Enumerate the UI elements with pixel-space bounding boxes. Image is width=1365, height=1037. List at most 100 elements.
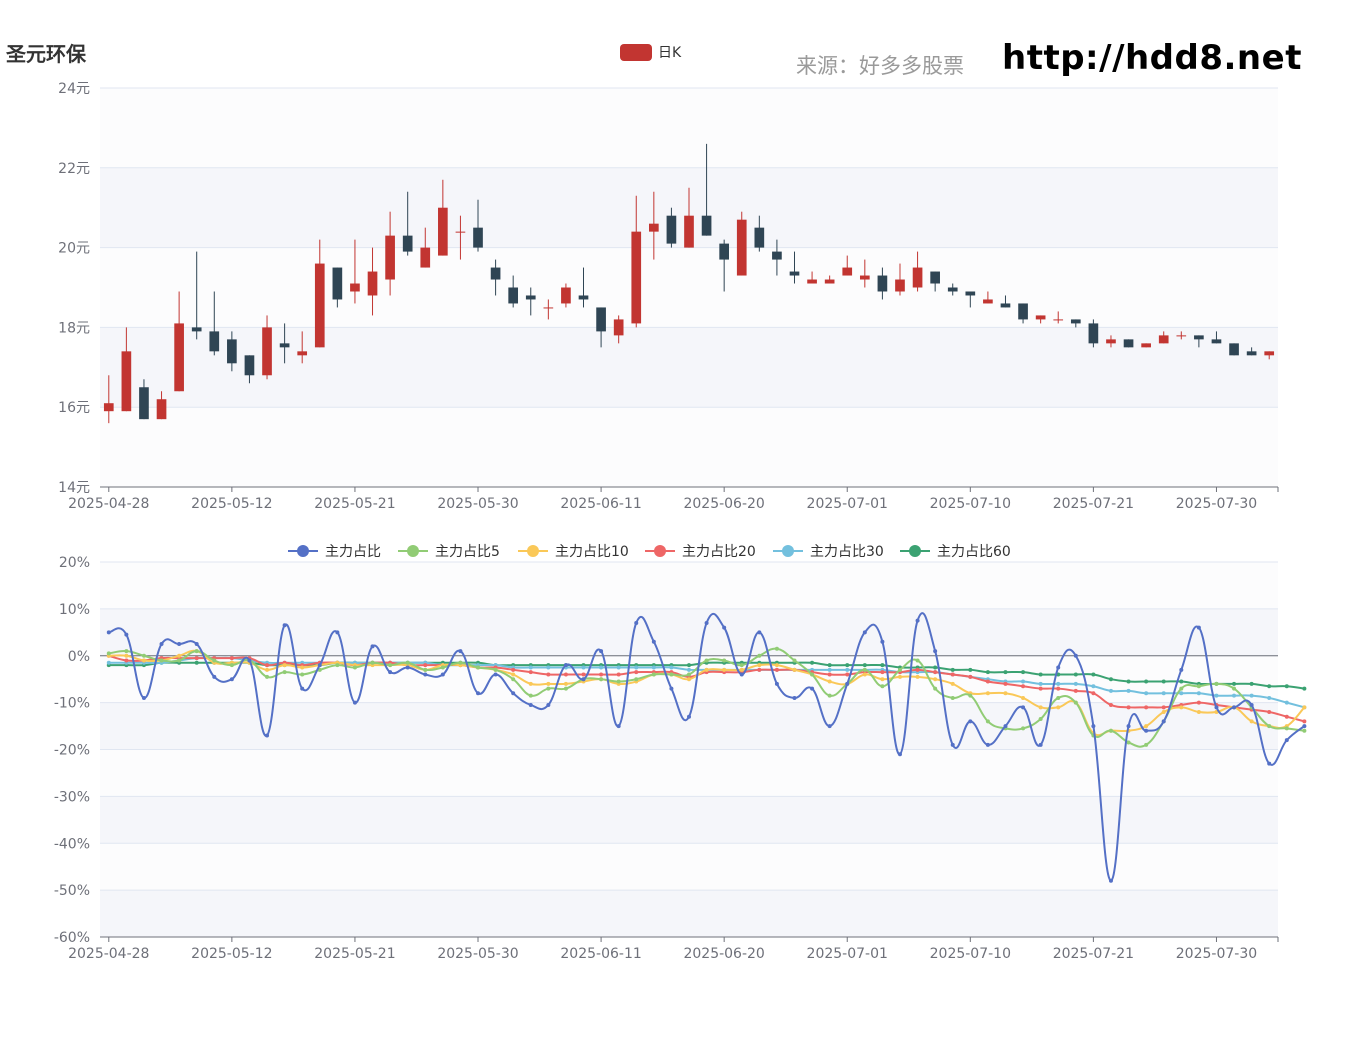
series-point: [616, 672, 621, 677]
series-point: [933, 670, 938, 675]
money-y-tick-label: -20%: [54, 743, 90, 759]
series-point: [915, 618, 920, 623]
series-point: [1161, 719, 1166, 724]
kline-x-tick-label: 2025-07-01: [807, 496, 888, 512]
series-point: [1179, 686, 1184, 691]
series-point: [229, 656, 234, 661]
series-point: [124, 653, 129, 658]
series-point: [880, 639, 885, 644]
series-point: [458, 649, 463, 654]
candle: [596, 307, 606, 348]
series-point: [282, 670, 287, 675]
candle-body: [912, 267, 923, 288]
candle-body: [191, 327, 202, 332]
series-point: [511, 672, 516, 677]
series-point: [968, 667, 973, 672]
series-point: [827, 672, 832, 677]
candle-body: [1264, 351, 1275, 356]
series-point: [1108, 688, 1113, 693]
series-point: [1073, 681, 1078, 686]
series-point: [511, 677, 516, 682]
kline-candles: [103, 143, 1275, 424]
candle: [1070, 319, 1081, 328]
money-band: [100, 749, 1278, 797]
series-point: [317, 663, 322, 668]
series-point: [194, 660, 199, 665]
series-point: [1196, 700, 1201, 705]
candle: [1264, 351, 1275, 360]
candle: [420, 227, 431, 268]
series-point: [159, 658, 164, 663]
legend-swatch-kline: [620, 44, 652, 61]
series-point: [757, 653, 762, 658]
series-point: [827, 724, 832, 729]
series-point: [599, 665, 604, 670]
money-x-tick-label: 2025-07-01: [807, 946, 888, 962]
series-point: [194, 656, 199, 661]
series-point: [141, 695, 146, 700]
candle-body: [596, 307, 606, 332]
series-point: [1267, 684, 1272, 689]
candle-body: [1123, 339, 1134, 348]
series-point: [423, 672, 428, 677]
candle: [578, 267, 589, 308]
candle: [684, 187, 694, 248]
kline-x-tick-label: 2025-06-11: [560, 496, 641, 512]
series-point: [1249, 719, 1254, 724]
series-point: [845, 663, 850, 668]
candle: [824, 275, 835, 284]
money-y-tick-label: -60%: [54, 930, 90, 946]
candle-body: [842, 267, 853, 276]
series-point: [862, 672, 867, 677]
kline-x-axis: 2025-04-28 2025-05-12 2025-05-21 2025-05-30…: [68, 486, 1279, 512]
series-point: [1284, 700, 1289, 705]
series-point: [581, 677, 586, 682]
candle-body: [121, 351, 132, 412]
candle: [895, 263, 905, 296]
series-point: [1214, 693, 1219, 698]
candle-body: [420, 247, 431, 268]
series-point: [774, 646, 779, 651]
series-point: [1144, 679, 1149, 684]
candle: [1158, 331, 1169, 344]
legend-label: 主力占比20: [682, 544, 756, 560]
series-point: [985, 719, 990, 724]
series-point: [335, 663, 340, 668]
series-point: [669, 672, 674, 677]
series-point: [1161, 679, 1166, 684]
series-point: [651, 665, 656, 670]
series-point: [493, 667, 498, 672]
series-point: [792, 658, 797, 663]
candle-body: [1053, 319, 1064, 321]
series-point: [862, 663, 867, 668]
series-point: [687, 714, 691, 719]
candle: [649, 191, 659, 260]
series-point: [880, 670, 885, 675]
candle-body: [930, 271, 940, 284]
candle-body: [543, 307, 554, 309]
series-point: [1267, 761, 1272, 766]
money-x-tick-label: 2025-05-12: [191, 946, 272, 962]
series-point: [335, 630, 340, 635]
candle: [965, 291, 976, 308]
kline-y-tick-label: 18元: [58, 320, 90, 336]
kline-legend: 日K: [620, 44, 682, 61]
series-point: [862, 630, 867, 635]
series-point: [106, 651, 111, 656]
money-legend: 主力占比 主力占比5 主力占比10 主力占比20 主力占比30 主力占比60: [288, 544, 1011, 560]
series-point: [1232, 686, 1237, 691]
candle: [807, 271, 817, 284]
series-point: [757, 663, 762, 668]
series-point: [1091, 724, 1096, 729]
candle-body: [1070, 319, 1081, 324]
candle-body: [103, 403, 114, 412]
candle-body: [701, 215, 712, 236]
series-point: [757, 630, 762, 635]
kline-y-tick-label: 24元: [58, 81, 90, 97]
candle-body: [772, 251, 782, 260]
series-point: [1144, 728, 1149, 733]
candle-body: [631, 231, 642, 324]
series-point: [511, 691, 516, 696]
series-point: [141, 653, 146, 658]
